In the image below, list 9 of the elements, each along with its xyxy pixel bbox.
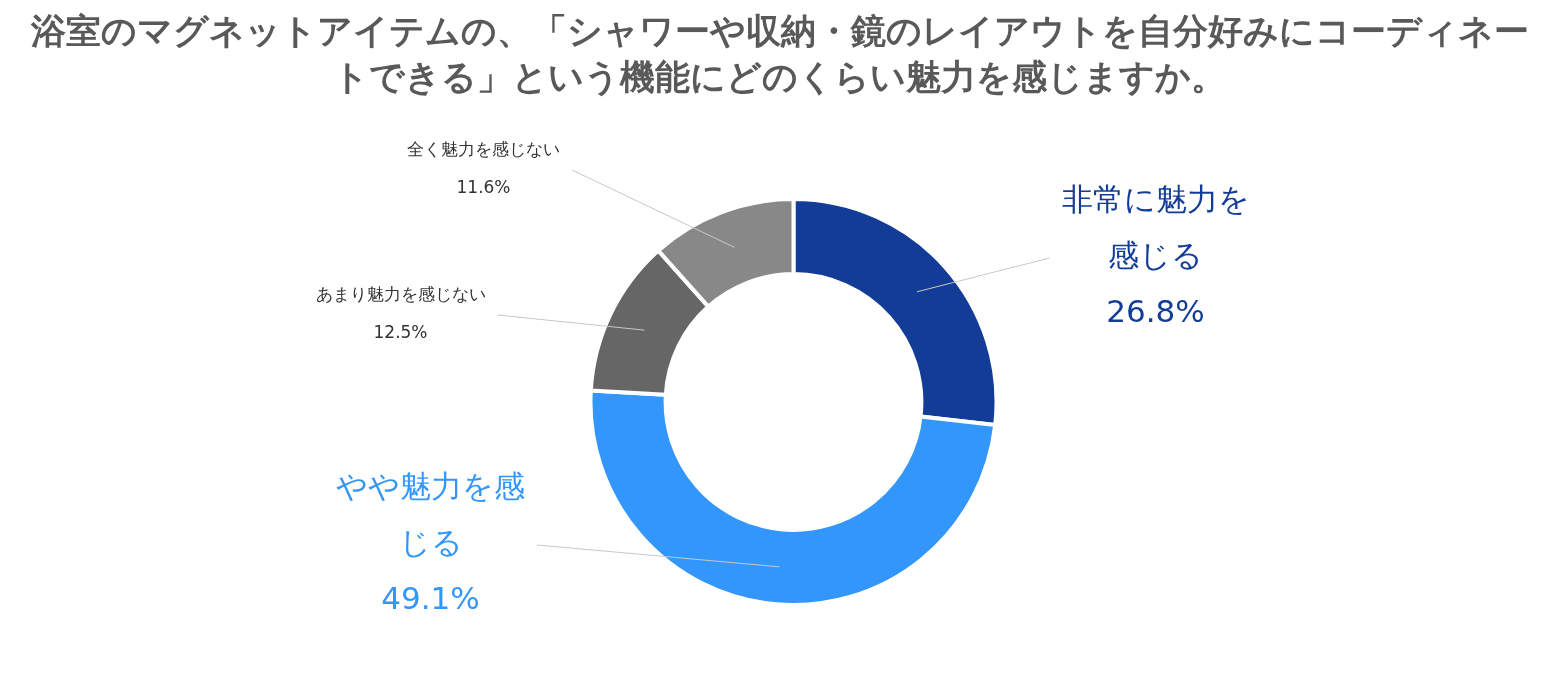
data-label: 12.5% xyxy=(373,322,428,343)
slice-label: やや魅力を感じる xyxy=(336,468,525,561)
slice-label: 非常に魅力を感じる xyxy=(1061,181,1250,274)
slice-label: あまり魅力を感じない xyxy=(315,284,486,305)
data-label: 49.1% xyxy=(381,580,480,617)
slice-label: 全く魅力を感じない xyxy=(407,139,560,160)
chart-title: 浴室のマグネットアイテムの、「シャワーや収納・鏡のレイアウトを自分好みにコーディネートできる」という機能にどのくらい魅力を感じますか。 xyxy=(29,10,1530,99)
data-label: 11.6% xyxy=(456,177,511,198)
data-label: 26.8% xyxy=(1106,293,1205,330)
